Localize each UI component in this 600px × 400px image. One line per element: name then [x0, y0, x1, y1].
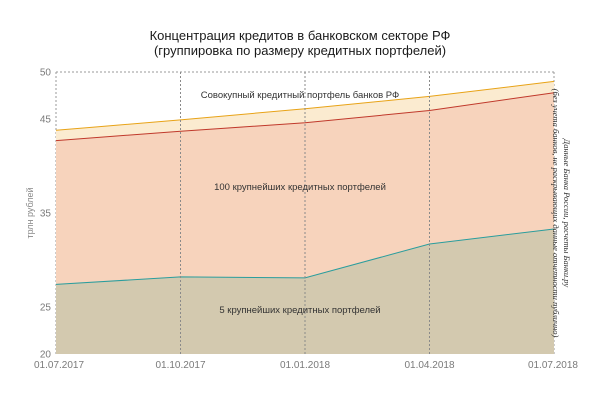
- source-line-1: Данные Банка России, расчеты Банки.ру: [562, 138, 572, 288]
- y-tick-label: 50: [40, 68, 52, 79]
- x-tick-label: 01.10.2017: [155, 360, 205, 371]
- x-tick-label: 01.07.2018: [528, 360, 578, 371]
- series-line-1: [55, 92, 555, 142]
- annotation-top100: 100 крупнейших кредитных портфелей: [214, 182, 386, 193]
- annotation-top5: 5 крупнейших кредитных портфелей: [219, 305, 380, 316]
- vertical-gridlines: [180, 72, 430, 354]
- y-tick-label: 25: [40, 303, 52, 314]
- chart-title-line-1: Концентрация кредитов в банковском секто…: [149, 28, 451, 43]
- source-note: Данные Банка России, расчеты Банки.ру (б…: [551, 89, 572, 338]
- source-line-2: (без учета банков, не раскрывающих данны…: [551, 89, 561, 338]
- y-axis-label: трлн рублей: [25, 187, 35, 238]
- y-tick-labels: 20 25 35 45 50: [40, 68, 52, 361]
- x-tick-label: 01.07.2017: [34, 360, 84, 371]
- x-tick-label: 01.01.2018: [280, 360, 330, 371]
- chart-title: Концентрация кредитов в банковском секто…: [0, 28, 600, 58]
- x-tick-label: 01.04.2018: [404, 360, 454, 371]
- y-tick-label: 20: [40, 350, 52, 361]
- annotation-total-portfolio: Совокупный кредитный портфель банков РФ: [201, 90, 400, 101]
- y-tick-label: 45: [40, 115, 52, 126]
- chart-title-line-2: (группировка по размеру кредитных портфе…: [153, 43, 447, 58]
- x-tick-labels: 01.07.2017 01.10.2017 01.01.2018 01.04.2018…: [34, 360, 578, 371]
- y-tick-label: 35: [40, 209, 52, 220]
